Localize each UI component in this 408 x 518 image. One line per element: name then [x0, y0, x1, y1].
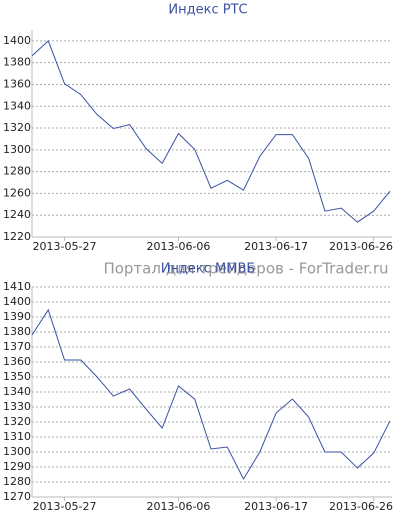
y-tick-label: 1240 — [3, 208, 31, 221]
x-tick-label: 2013-06-26 — [329, 240, 393, 253]
y-tick-label: 1290 — [3, 460, 31, 473]
y-tick-label: 1370 — [3, 340, 31, 353]
x-tick-label: 2013-06-26 — [329, 500, 393, 513]
x-tick-label: 2013-06-06 — [146, 240, 210, 253]
y-tick-label: 1350 — [3, 370, 31, 383]
chart-title: Индекс ММВБ — [161, 262, 256, 277]
line — [31, 40, 391, 223]
y-tick-label: 1340 — [3, 99, 31, 112]
y-tick-label: 1320 — [3, 121, 31, 134]
x-tick-label: 2013-06-06 — [146, 500, 210, 513]
y-tick-label: 1300 — [3, 445, 31, 458]
x-tick-label: 2013-05-27 — [33, 240, 97, 253]
y-tick-label: 1220 — [3, 230, 31, 243]
y-tick-label: 1320 — [3, 415, 31, 428]
y-tick-label: 1380 — [3, 56, 31, 69]
y-tick-label: 1280 — [3, 165, 31, 178]
y-tick-label: 1400 — [3, 295, 31, 308]
y-tick-label: 1400 — [3, 34, 31, 47]
y-tick-label: 1390 — [3, 310, 31, 323]
y-tick-label: 1310 — [3, 430, 31, 443]
y-tick-label: 1270 — [3, 490, 31, 503]
y-tick-label: 1330 — [3, 400, 31, 413]
y-tick-label: 1360 — [3, 77, 31, 90]
y-tick-label: 1300 — [3, 143, 31, 156]
y-tick-label: 1260 — [3, 186, 31, 199]
y-tick-label: 1360 — [3, 355, 31, 368]
x-tick-label: 2013-06-17 — [244, 500, 308, 513]
x-tick-label: 2013-06-17 — [244, 240, 308, 253]
chart-title: Индекс РТС — [168, 3, 247, 18]
y-tick-label: 1380 — [3, 325, 31, 338]
watermark: Портал для трейдеров - ForTrader.ru — [103, 260, 388, 278]
line — [31, 308, 391, 481]
x-tick-label: 2013-05-27 — [33, 500, 97, 513]
y-tick-label: 1340 — [3, 385, 31, 398]
y-tick-label: 1410 — [3, 280, 31, 293]
y-tick-label: 1280 — [3, 475, 31, 488]
